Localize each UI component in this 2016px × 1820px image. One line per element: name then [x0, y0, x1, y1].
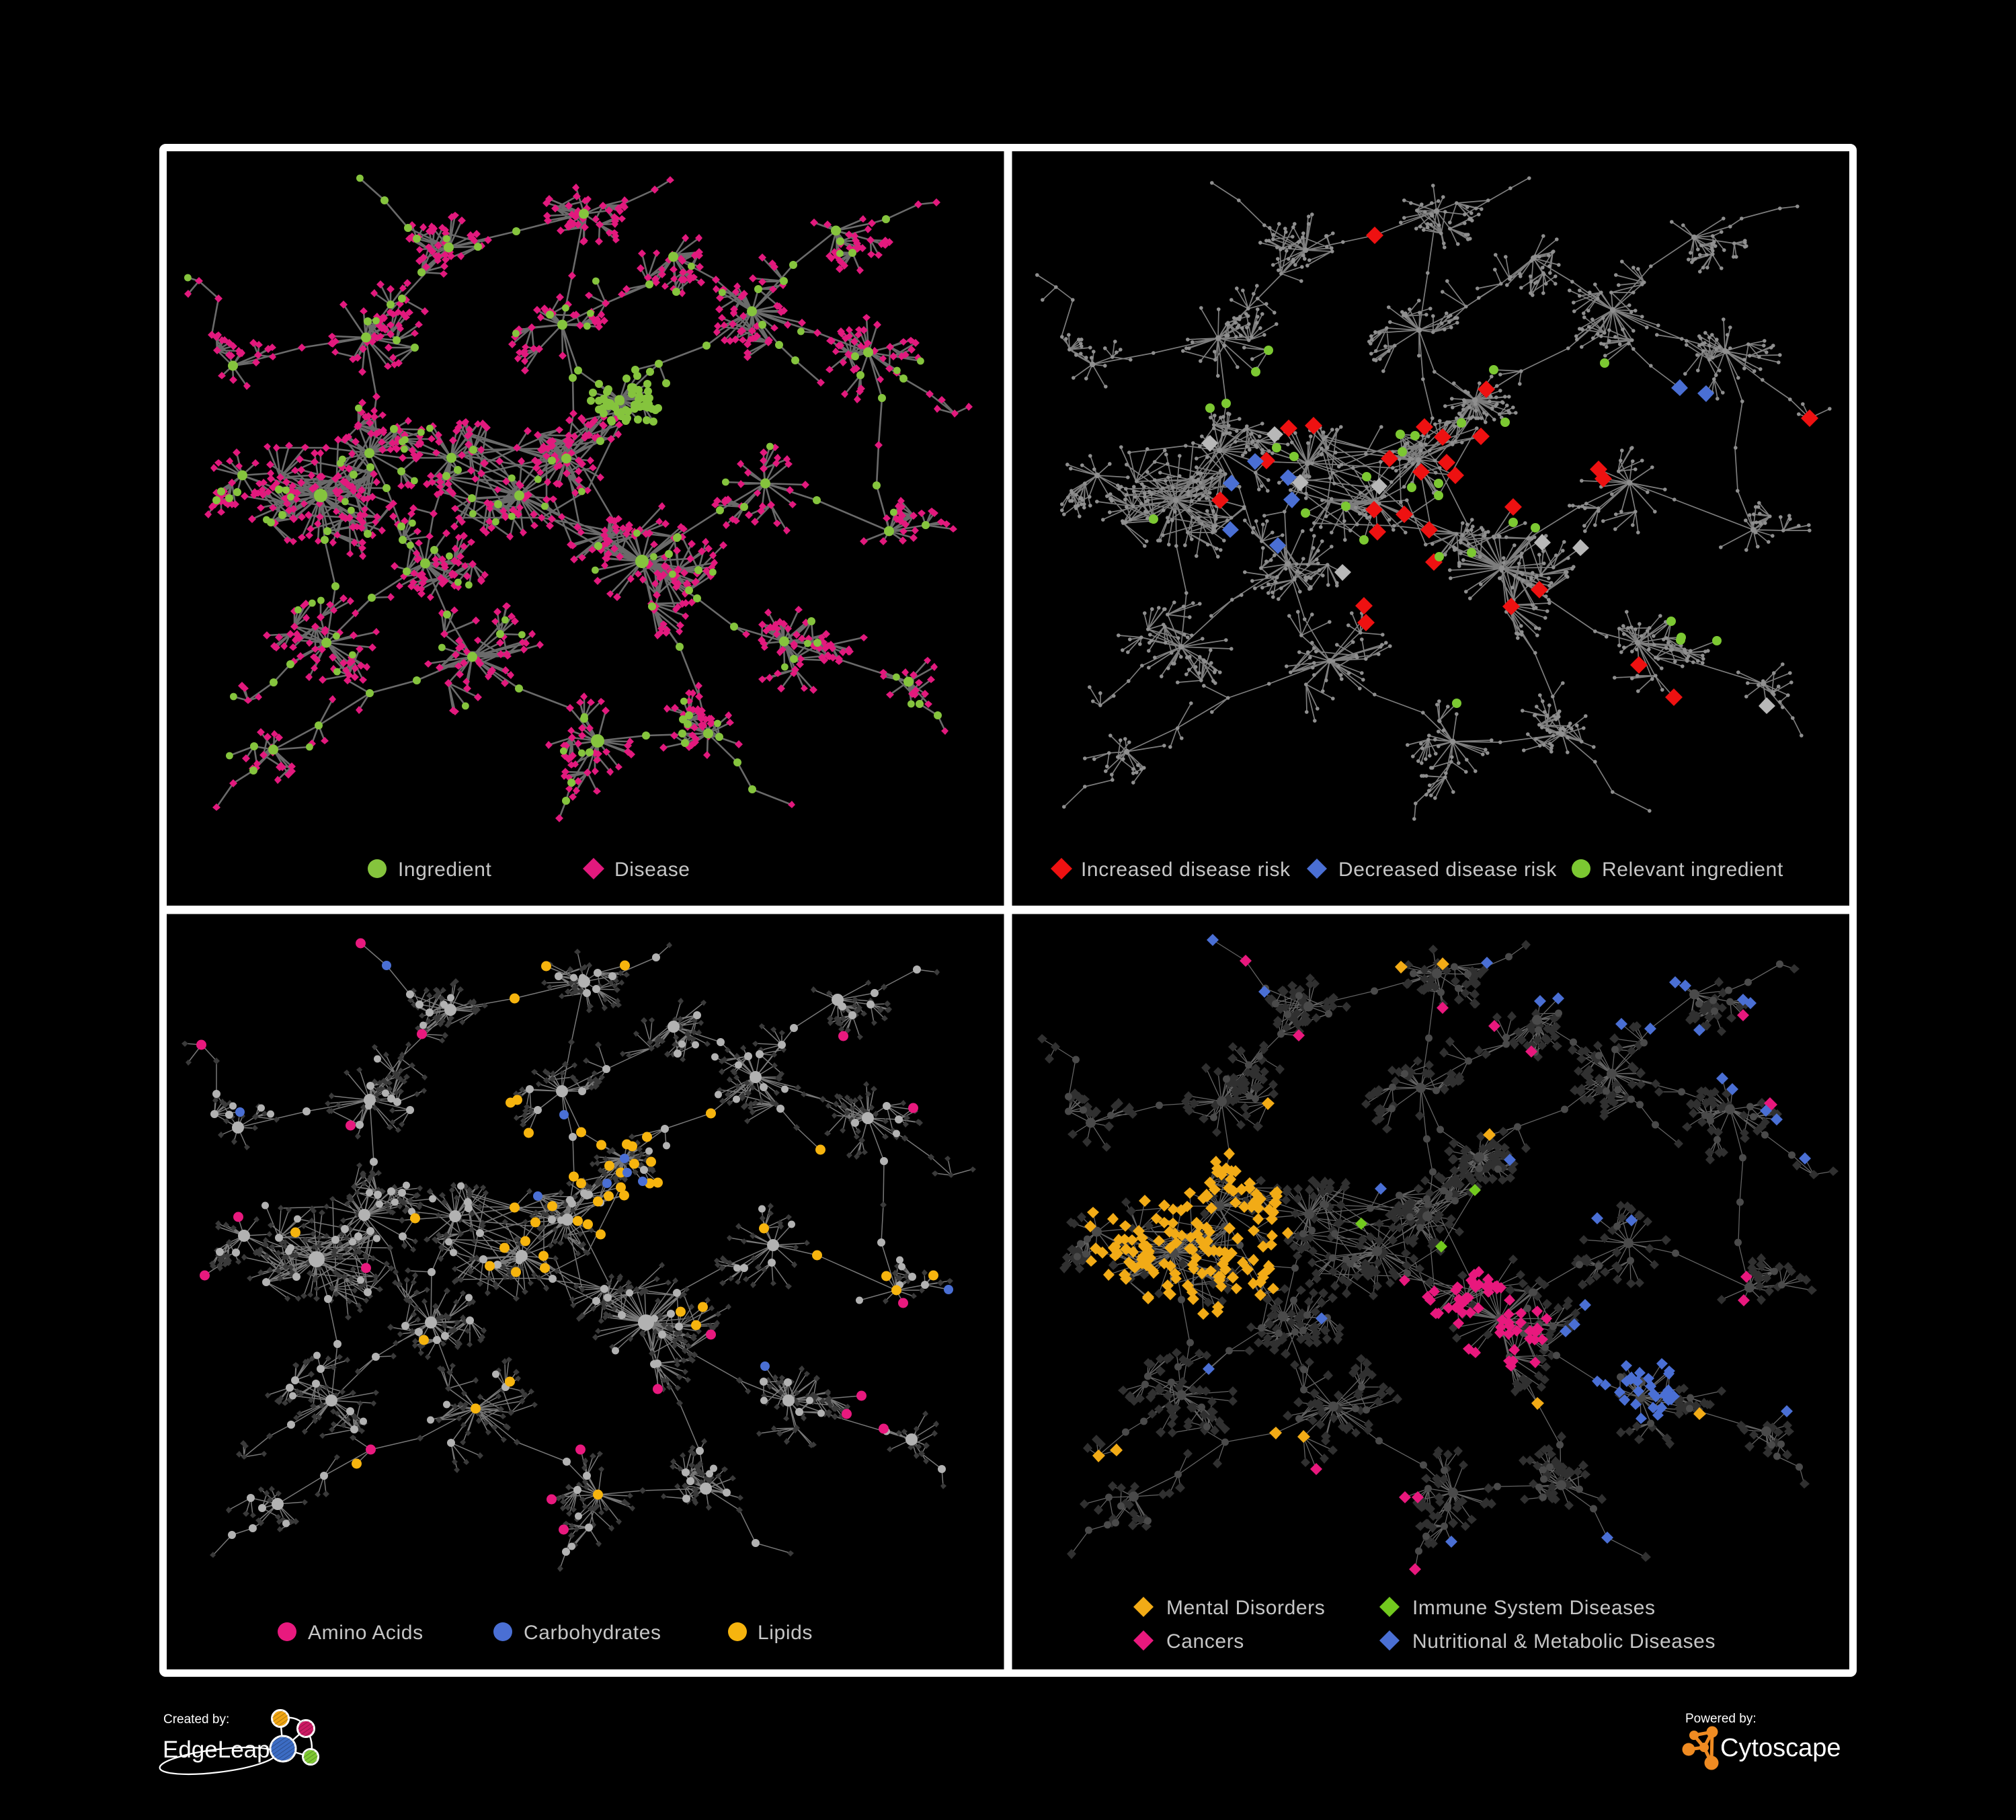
svg-text:Mental Disorders: Mental Disorders: [1166, 1597, 1325, 1619]
svg-text:Immune System Diseases: Immune System Diseases: [1412, 1597, 1656, 1619]
svg-text:Ingredient: Ingredient: [398, 859, 491, 881]
svg-text:Increased disease risk: Increased disease risk: [1081, 859, 1291, 881]
svg-text:Decreased disease risk: Decreased disease risk: [1338, 859, 1557, 881]
svg-text:Created by:: Created by:: [163, 1712, 229, 1727]
svg-text:Lipids: Lipids: [758, 1622, 813, 1644]
svg-text:Nutritional & Metabolic Diseas: Nutritional & Metabolic Diseases: [1412, 1630, 1716, 1653]
svg-text:Carbohydrates: Carbohydrates: [524, 1622, 661, 1644]
svg-text:Relevant ingredient: Relevant ingredient: [1602, 859, 1783, 881]
svg-text:Cancers: Cancers: [1166, 1630, 1244, 1653]
svg-text:Powered by:: Powered by:: [1685, 1712, 1757, 1726]
svg-text:Cytoscape: Cytoscape: [1720, 1734, 1841, 1762]
svg-text:EdgeLeap: EdgeLeap: [163, 1737, 270, 1763]
svg-text:Amino Acids: Amino Acids: [308, 1622, 424, 1644]
svg-text:Disease: Disease: [614, 859, 690, 881]
